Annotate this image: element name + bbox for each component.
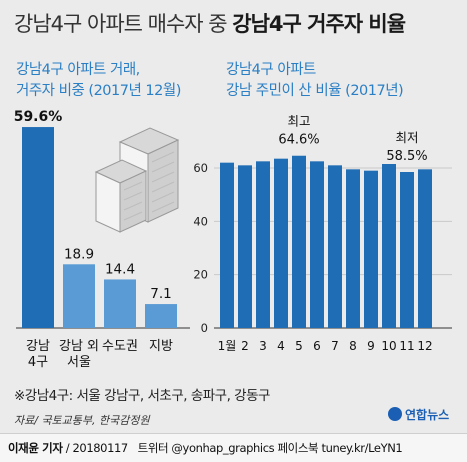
left-value-label: 59.6% bbox=[14, 109, 63, 125]
byline: 이재윤 기자 / 20180117 트위터 @yonhap_graphics 페… bbox=[8, 440, 403, 456]
headline: 강남4구 아파트 매수자 중 강남4구 거주자 비율 bbox=[14, 8, 406, 38]
yonhap-logo: 연합뉴스 bbox=[388, 406, 449, 423]
right-y-tick-label: 20 bbox=[193, 268, 208, 282]
right-bar bbox=[346, 169, 360, 328]
byline-social: 트위터 @yonhap_graphics 페이스북 tuney.kr/LeYN1 bbox=[137, 441, 403, 455]
left-bar bbox=[63, 264, 95, 328]
left-chart-title-line-1: 강남4구 아파트 거래, bbox=[16, 62, 140, 78]
left-bar-chart: 59.6% 강남4구 18.9 강남 외서울 14.4 수도권 7.1 지방 bbox=[14, 109, 190, 370]
byline-date: / 20180117 bbox=[65, 441, 128, 455]
left-bar bbox=[104, 279, 136, 328]
right-bar bbox=[292, 155, 306, 328]
right-bar bbox=[310, 161, 324, 328]
left-category-label: 지방 bbox=[149, 339, 173, 354]
left-category-label: 강남 외 bbox=[59, 339, 99, 354]
right-category-label: 9 bbox=[367, 339, 375, 353]
right-bar bbox=[400, 172, 414, 328]
left-chart-title: 강남4구 아파트 거래, 거주자 비중 (2017년 12월) bbox=[16, 60, 181, 102]
left-bar bbox=[145, 304, 177, 328]
footnote: ※강남4구: 서울 강남구, 서초구, 송파구, 강동구 bbox=[14, 388, 270, 404]
left-category-label: 서울 bbox=[67, 355, 91, 370]
right-annotation-value: 64.6% bbox=[278, 133, 319, 148]
source-note: 자료/ 국토교통부, 한국감정원 bbox=[14, 414, 150, 427]
right-y-tick-label: 60 bbox=[193, 161, 208, 175]
right-category-label: 8 bbox=[349, 339, 357, 353]
left-chart-title-line-2: 거주자 비중 (2017년 12월) bbox=[16, 83, 181, 99]
right-category-label: 3 bbox=[259, 339, 267, 353]
headline-regular: 강남4구 아파트 매수자 중 bbox=[14, 12, 228, 36]
right-annotation-label: 최저 bbox=[395, 130, 418, 145]
right-annotation-value: 58.5% bbox=[386, 149, 427, 164]
logo-text: 연합뉴스 bbox=[405, 408, 450, 422]
right-category-label: 7 bbox=[331, 339, 339, 353]
right-category-label: 2 bbox=[241, 339, 249, 353]
right-category-label: 12 bbox=[417, 339, 432, 353]
byline-bar bbox=[0, 433, 467, 462]
left-category-label: 수도권 bbox=[102, 339, 138, 354]
right-annotation-label: 최고 bbox=[287, 114, 310, 129]
right-chart-title-line-2: 강남 주민이 산 비율 (2017년) bbox=[226, 83, 404, 99]
right-y-tick-label: 0 bbox=[201, 321, 208, 335]
right-chart-title-line-1: 강남4구 아파트 bbox=[226, 62, 316, 78]
logo-mark-icon bbox=[388, 407, 402, 421]
right-bar bbox=[328, 165, 342, 328]
right-category-label: 11 bbox=[399, 339, 414, 353]
right-bar bbox=[364, 170, 378, 328]
left-value-label: 14.4 bbox=[105, 261, 135, 277]
headline-bold: 강남4구 거주자 비율 bbox=[232, 12, 406, 36]
right-bar bbox=[382, 164, 396, 328]
right-bar bbox=[274, 158, 288, 328]
right-category-label: 10 bbox=[381, 339, 396, 353]
right-category-label: 4 bbox=[277, 339, 285, 353]
right-category-label: 6 bbox=[313, 339, 321, 353]
left-value-label: 18.9 bbox=[64, 246, 94, 262]
right-bar-chart: 0 20 40 60 1월 2 3 4 5 6 7 8 9 10 11 12 최고 64.6% 최저 58.5% bbox=[193, 114, 452, 353]
right-category-label: 5 bbox=[295, 339, 303, 353]
left-bar bbox=[22, 127, 54, 328]
left-category-label: 4구 bbox=[28, 355, 48, 370]
right-bar bbox=[418, 169, 432, 328]
right-y-tick-label: 40 bbox=[193, 214, 208, 228]
right-chart-title: 강남4구 아파트 강남 주민이 산 비율 (2017년) bbox=[226, 60, 404, 102]
right-bar bbox=[220, 162, 234, 328]
left-value-label: 7.1 bbox=[150, 286, 171, 302]
apartment-building-icon bbox=[94, 127, 180, 233]
byline-author: 이재윤 기자 bbox=[8, 441, 63, 455]
right-bar bbox=[238, 165, 252, 328]
right-category-label: 1월 bbox=[218, 339, 237, 353]
left-category-label: 강남 bbox=[26, 339, 50, 354]
right-bar bbox=[256, 161, 270, 328]
